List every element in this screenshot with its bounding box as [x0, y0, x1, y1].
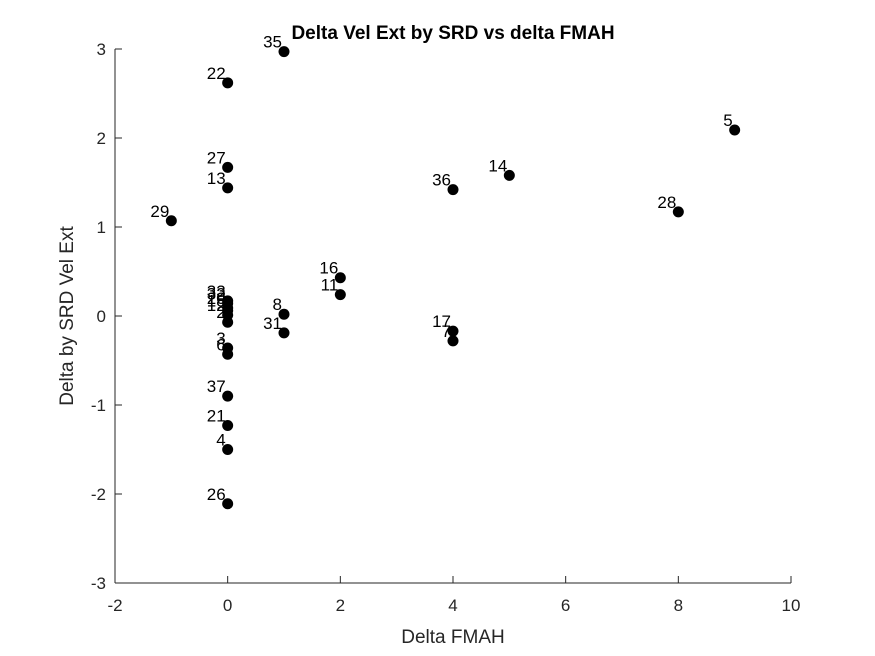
- y-tick-label: -2: [91, 485, 106, 504]
- data-point: [729, 124, 741, 136]
- data-point-label: 37: [207, 377, 226, 396]
- data-point: [222, 444, 234, 455]
- data-point-label: 22: [207, 64, 226, 83]
- y-tick-label: 1: [97, 218, 106, 237]
- data-point-label: 2: [216, 303, 225, 322]
- data-point: [222, 316, 234, 328]
- data-point: [222, 182, 234, 194]
- data-point: [503, 169, 515, 181]
- x-axis-label: Delta FMAH: [401, 627, 504, 648]
- data-point-label: 26: [207, 485, 226, 504]
- data-point-label: 7: [442, 322, 451, 341]
- data-point-label: 11: [321, 276, 339, 295]
- data-point-label: 3: [216, 329, 225, 348]
- data-point-label: 29: [150, 202, 169, 221]
- chart-title: Delta Vel Ext by SRD vs delta FMAH: [291, 23, 614, 44]
- x-tick-label: 4: [448, 596, 457, 615]
- data-point: [278, 308, 290, 320]
- data-point-label: 36: [432, 171, 451, 190]
- data-point-label: 8: [273, 295, 282, 314]
- y-tick-label: -1: [91, 396, 106, 415]
- data-point: [222, 498, 234, 510]
- data-point-label: 12: [207, 296, 226, 315]
- y-axis-label: Delta by SRD Vel Ext: [57, 226, 78, 406]
- data-point: [222, 390, 234, 402]
- data-point-label: 17: [432, 312, 451, 331]
- data-point: [447, 184, 459, 196]
- data-point-label: 20: [207, 289, 226, 308]
- y-tick-label: -3: [91, 574, 106, 593]
- data-point: [222, 419, 234, 431]
- data-point: [447, 335, 459, 347]
- data-point: [278, 46, 290, 58]
- x-tick-label: 6: [561, 596, 570, 615]
- data-point: [222, 348, 234, 360]
- x-tick-label: -2: [107, 596, 122, 615]
- data-point: [447, 325, 459, 337]
- data-point: [165, 215, 177, 227]
- data-point-label: 28: [657, 193, 676, 212]
- data-point-label: 32: [207, 285, 226, 304]
- data-point: [278, 327, 290, 339]
- data-point-label: 21: [207, 406, 226, 425]
- data-point: [222, 161, 234, 173]
- data-point-label: 16: [319, 259, 338, 278]
- data-point-label: 18: [207, 292, 226, 311]
- x-tick-label: 0: [223, 596, 232, 615]
- data-point-label: 33: [207, 282, 226, 301]
- data-point-label: 6: [216, 335, 225, 354]
- data-point-label: 13: [207, 169, 226, 188]
- data-point-label: 4: [216, 431, 225, 450]
- data-point-label: 31: [263, 314, 282, 333]
- x-tick-label: 2: [336, 596, 345, 615]
- data-point-label: 5: [723, 111, 732, 130]
- x-tick-label: 8: [674, 596, 683, 615]
- y-tick-label: 3: [97, 40, 106, 59]
- data-point-label: 14: [488, 156, 507, 175]
- x-tick-label: 10: [782, 596, 801, 615]
- data-point-label: 35: [263, 33, 282, 52]
- data-point-label: 27: [207, 148, 226, 167]
- data-point: [334, 289, 346, 301]
- data-point: [222, 77, 234, 89]
- y-tick-label: 2: [97, 129, 106, 148]
- data-point: [334, 272, 346, 284]
- y-tick-label: 0: [97, 307, 106, 326]
- data-point: [672, 206, 684, 218]
